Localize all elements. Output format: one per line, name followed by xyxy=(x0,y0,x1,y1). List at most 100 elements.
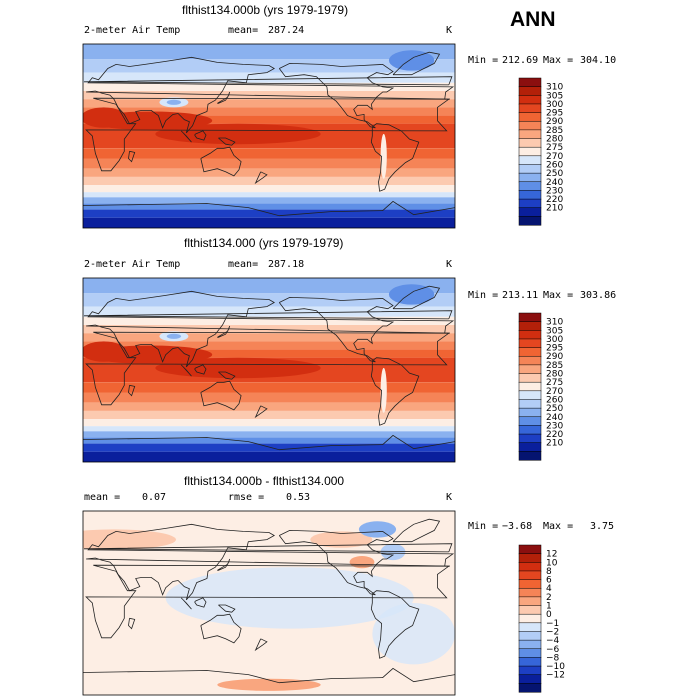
panel1-min-value: 212.69 xyxy=(502,55,539,66)
colorbar-swatch-7 xyxy=(518,138,542,148)
temp-band-11 xyxy=(83,168,455,177)
colorbar-tick-label: 260 xyxy=(546,161,563,171)
colorbar-swatch-15 xyxy=(518,442,542,452)
colorbar-swatch-11 xyxy=(518,172,542,183)
temp-band-15 xyxy=(83,431,455,438)
colorbar-tick-label: 6 xyxy=(546,576,552,586)
temp-band-18 xyxy=(83,451,455,462)
colorbar-tick-label: 220 xyxy=(546,195,563,205)
panel3-rmse-value: 0.53 xyxy=(286,492,311,503)
colorbar-swatch-4 xyxy=(518,579,542,589)
panel1-title: flthist134.000b (yrs 1979-1979) xyxy=(182,3,349,17)
panel3-title: flthist134.000b - flthist134.000 xyxy=(184,474,345,488)
panel1-variable: 2-meter Air Temp xyxy=(84,25,181,36)
colorbar-tick-label: 0 xyxy=(546,610,552,620)
coastline-5 xyxy=(392,285,441,310)
diff-pacific-cool xyxy=(165,567,414,629)
coastline-0 xyxy=(85,564,451,639)
panel3-rmse-label: rmse = xyxy=(228,492,265,503)
colorbar-swatch-3 xyxy=(518,103,542,114)
colorbar-swatch-14 xyxy=(518,665,542,676)
coastline-13 xyxy=(83,434,455,451)
colorbar-swatch-2 xyxy=(518,330,542,340)
coastline-12 xyxy=(254,638,268,652)
colorbar-tick-label: 240 xyxy=(546,413,563,423)
panel3-min-value: −3.68 xyxy=(502,521,533,532)
coastline-2 xyxy=(278,296,395,363)
colorbar-tick-label: −1 xyxy=(546,619,559,629)
colorbar-swatch-2 xyxy=(518,95,542,105)
coastline-1 xyxy=(86,290,455,368)
colorbar-swatch-12 xyxy=(518,181,542,191)
panel-2-colorbar: 3103053002952902852802752702602502402302… xyxy=(518,312,563,461)
colorbar-swatch-0 xyxy=(518,544,542,555)
diff-arctic-cool xyxy=(358,521,397,538)
colorbar-tick-label: 290 xyxy=(546,352,563,362)
andes-cold xyxy=(380,133,387,179)
temp-band-10 xyxy=(83,158,455,169)
temp-band-18 xyxy=(83,217,455,228)
colorbar-tick-label: 2 xyxy=(546,593,552,603)
panel-2-map xyxy=(83,278,455,462)
greenland-cold xyxy=(388,50,435,71)
colorbar-tick-label: 275 xyxy=(546,143,563,153)
colorbar-tick-label: 290 xyxy=(546,117,563,127)
sahara-hot xyxy=(83,107,127,128)
colorbar-tick-label: 295 xyxy=(546,109,563,119)
coastline-0 xyxy=(85,331,451,406)
colorbar-tick-label: 4 xyxy=(546,584,552,594)
panel1-max-value: 304.10 xyxy=(580,55,617,66)
colorbar-swatch-13 xyxy=(518,190,542,200)
temp-band-7 xyxy=(83,115,455,124)
panel-1-frame xyxy=(82,43,456,229)
coastline-11 xyxy=(218,371,236,380)
coastline-0 xyxy=(85,97,451,172)
colorbar-swatch-9 xyxy=(518,155,542,166)
colorbar-tick-label: 230 xyxy=(546,186,563,196)
colorbar-tick-label: 12 xyxy=(546,550,557,560)
temp-band-11 xyxy=(83,402,455,411)
colorbar-swatch-2 xyxy=(518,562,542,572)
coastline-10 xyxy=(83,310,453,320)
colorbar-tick-label: −6 xyxy=(546,645,560,655)
coastline-9 xyxy=(128,150,136,163)
colorbar-tick-label: 295 xyxy=(546,344,563,354)
colorbar-swatch-9 xyxy=(518,390,542,401)
colorbar-tick-label: 300 xyxy=(546,335,563,345)
temp-band-14 xyxy=(83,192,455,198)
colorbar-swatch-10 xyxy=(518,631,542,641)
panel-1-colorbar: 3103053002952902852802752702602502402302… xyxy=(518,77,563,226)
colorbar-tick-label: 230 xyxy=(546,421,563,431)
temp-band-2 xyxy=(83,72,455,83)
panel1-max-label: Max = xyxy=(543,55,574,66)
coastline-13 xyxy=(83,667,455,684)
colorbar-tick-label: 305 xyxy=(546,91,563,101)
panel3-mean-label: mean = xyxy=(84,492,121,503)
diff-canada-warm xyxy=(310,531,373,548)
panel3-units: K xyxy=(446,492,453,503)
warm-pool xyxy=(155,357,321,379)
colorbar-tick-label: 210 xyxy=(546,439,563,449)
colorbar-tick-label: 220 xyxy=(546,430,563,440)
coastline-9 xyxy=(128,384,136,397)
temp-band-7 xyxy=(83,349,455,358)
colorbar-swatch-8 xyxy=(518,146,542,157)
colorbar-tick-label: 1 xyxy=(546,602,552,612)
temp-band-15 xyxy=(83,197,455,204)
colorbar-tick-label: 210 xyxy=(546,204,563,214)
temp-band-5 xyxy=(83,99,455,108)
panel3-max-value: 3.75 xyxy=(590,521,615,532)
colorbar-swatch-6 xyxy=(518,596,542,607)
colorbar-swatch-8 xyxy=(518,613,542,624)
colorbar-swatch-12 xyxy=(518,416,542,426)
colorbar-swatch-5 xyxy=(518,355,542,366)
colorbar-tick-label: 275 xyxy=(546,378,563,388)
colorbar-swatch-13 xyxy=(518,657,542,667)
colorbar-tick-label: 305 xyxy=(546,326,563,336)
season-label: ANN xyxy=(510,8,556,31)
greenland-cold xyxy=(388,284,435,305)
diff-us-warm xyxy=(349,556,375,569)
colorbar-swatch-11 xyxy=(518,407,542,418)
